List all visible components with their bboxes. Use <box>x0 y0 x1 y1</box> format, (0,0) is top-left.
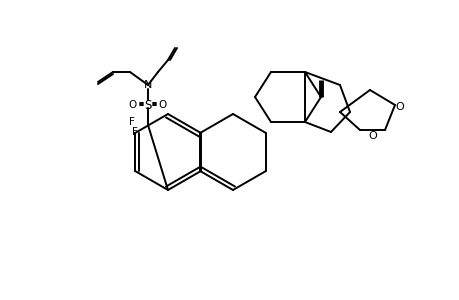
Text: O: O <box>368 131 376 141</box>
Text: O: O <box>395 102 403 112</box>
Text: F: F <box>129 117 134 127</box>
Text: O: O <box>158 100 167 110</box>
Text: S: S <box>144 98 151 112</box>
Text: N: N <box>144 80 152 90</box>
Text: F: F <box>132 127 138 137</box>
Text: O: O <box>129 100 137 110</box>
